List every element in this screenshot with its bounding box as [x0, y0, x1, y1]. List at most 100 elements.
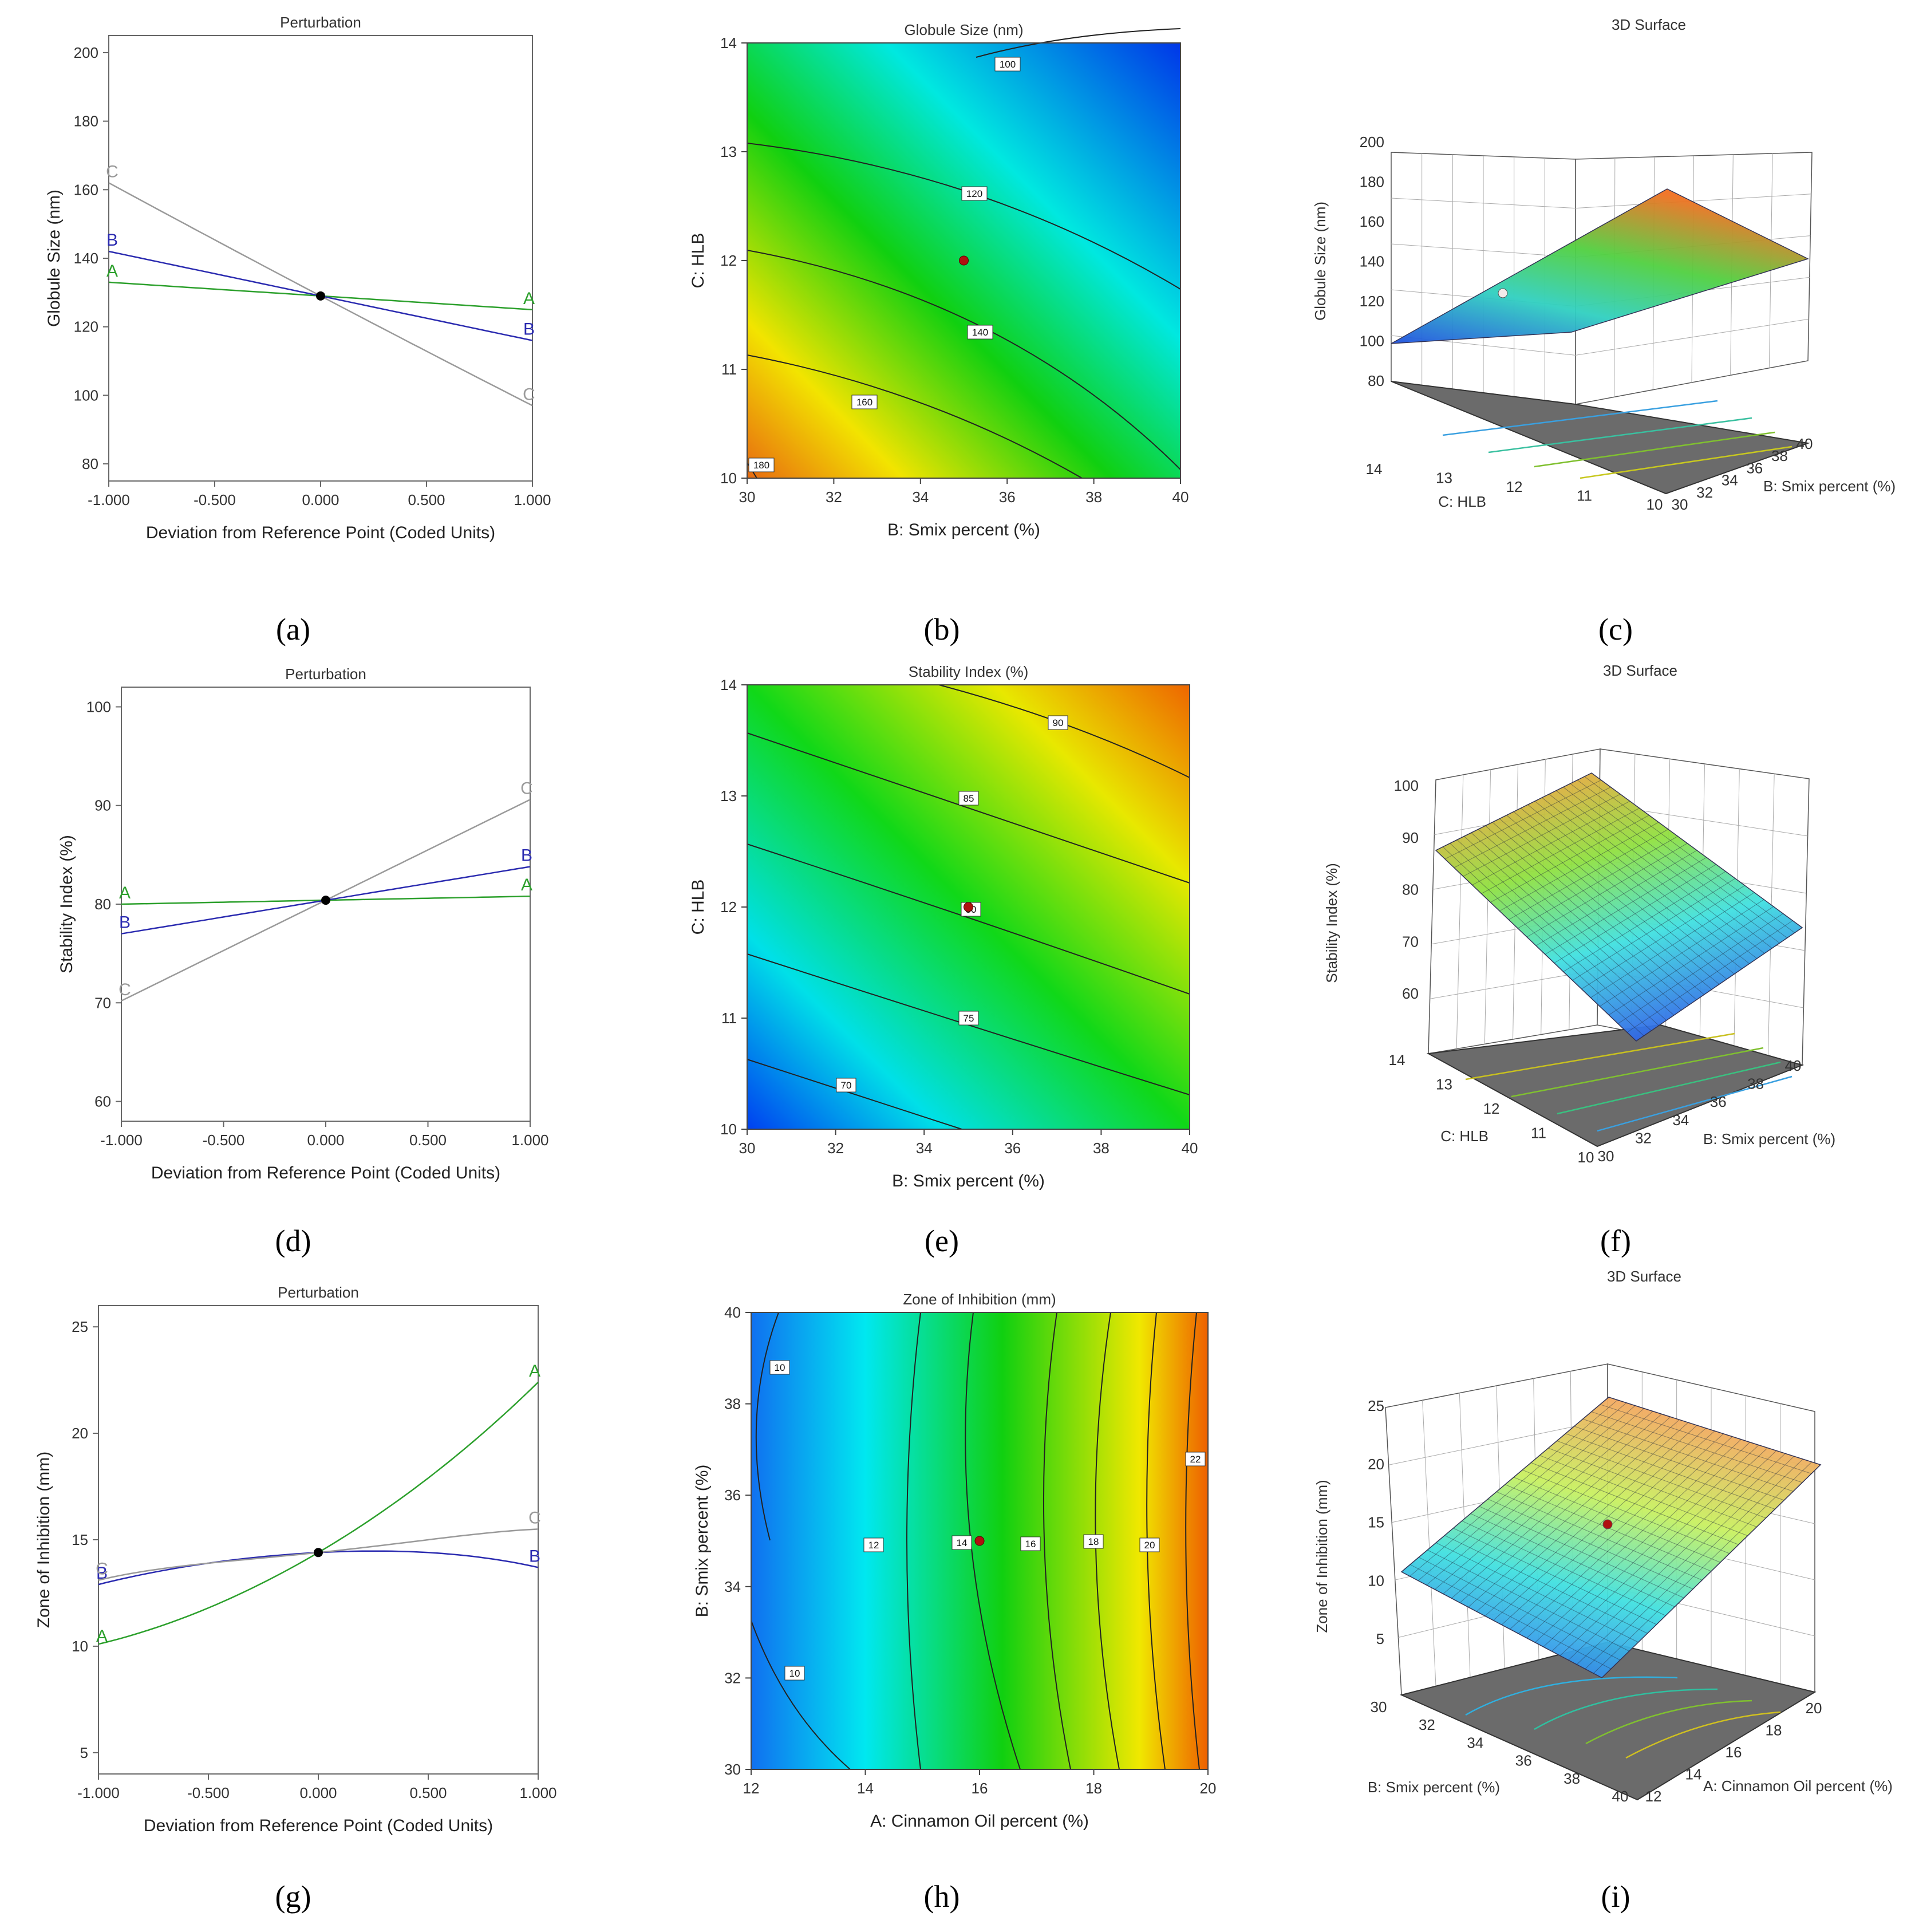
x-tick-label: -1.000	[88, 491, 130, 508]
surface-mesh-line	[1585, 1458, 1803, 1669]
x-tick-label: 16	[972, 1780, 988, 1797]
chart-title: Stability Index (%)	[909, 663, 1029, 680]
contour-line	[747, 354, 1083, 479]
response-surface	[1391, 188, 1810, 344]
floor-plane	[1399, 1641, 1817, 1801]
surface-mesh-line	[1436, 1542, 1638, 1643]
surface-mesh-line	[1568, 1453, 1786, 1661]
design-point	[1602, 1519, 1613, 1529]
x-tick-label: 1.000	[514, 491, 551, 508]
contour-label: 90	[1053, 717, 1064, 728]
y-tick-label: 14	[720, 34, 737, 52]
x-tick-label: 0.000	[307, 1131, 344, 1149]
y-tick-label: 13	[1436, 1076, 1452, 1093]
surface-mesh-line	[1470, 1513, 1675, 1607]
x-axis-label: B: Smix percent (%)	[892, 1172, 1045, 1190]
surface-mesh-line	[1590, 892, 1755, 998]
surface-mesh-line	[1506, 815, 1712, 990]
surface-mesh-line	[1463, 794, 1621, 877]
plot-frame	[108, 35, 533, 482]
y-tick-label: 34	[724, 1578, 741, 1595]
response-surface	[1400, 1397, 1822, 1678]
x-axis-label: Deviation from Reference Point (Coded Un…	[151, 1164, 500, 1182]
y-tick-label: 100	[86, 698, 111, 715]
x-tick-label: 36	[1710, 1093, 1727, 1110]
x-tick-label: -0.500	[203, 1131, 245, 1149]
chart-title: 3D Surface	[1603, 662, 1677, 679]
floor-contour-line	[1597, 1075, 1792, 1132]
contour-label: 180	[753, 460, 769, 471]
contour-label-box	[863, 1537, 884, 1552]
z-tick-label: 80	[1368, 372, 1384, 389]
contour-line	[938, 684, 1190, 778]
surface-mesh-line	[1557, 1440, 1766, 1519]
surface-mesh-line	[1464, 836, 1667, 1021]
surface-mesh-line	[1608, 906, 1774, 1016]
surface-mesh-line	[1531, 1462, 1739, 1545]
contour-label: 12	[868, 1540, 879, 1551]
panel-label-a: (a)	[276, 612, 310, 646]
surface-mesh-line	[1626, 920, 1793, 1033]
y-axis-label: Stability Index (%)	[57, 835, 76, 973]
contour-label-box	[836, 1078, 856, 1093]
z-tick-label: 80	[1402, 881, 1419, 898]
surface-mesh-line	[1499, 822, 1659, 912]
contour-line	[755, 1312, 779, 1541]
x-tick-label: 0.500	[409, 1131, 447, 1149]
surface-mesh-line	[1545, 857, 1707, 955]
panel-label-i: (i)	[1601, 1879, 1630, 1914]
floor-contour-line	[1488, 417, 1752, 454]
design-point	[964, 902, 973, 912]
surface-mesh-line	[1479, 1506, 1684, 1598]
panel-label-text: (f)	[1600, 1224, 1631, 1258]
surface-mesh-line	[1551, 1448, 1768, 1652]
floor-contour-line	[1465, 1676, 1678, 1716]
series-label-right-A: A	[523, 289, 535, 308]
contour-label: 10	[789, 1668, 800, 1679]
chart-title: Perturbation	[278, 1284, 359, 1301]
series-label-left-A: A	[106, 262, 118, 281]
chart-title: Perturbation	[285, 665, 366, 683]
floor-plane	[1426, 1024, 1805, 1148]
x-tick-label: 0.000	[302, 491, 339, 508]
y-tick-label: 10	[720, 1121, 737, 1138]
y-tick-label: 140	[74, 250, 98, 267]
series-label-right-C: C	[520, 779, 533, 798]
x-axis-label: Deviation from Reference Point (Coded Un…	[146, 523, 495, 542]
y-axis-label: C: HLB	[1440, 1127, 1488, 1145]
contour-chart-b: 100 120 140 160 180 Globule Size (nm) 30 32 34 36…	[689, 21, 1189, 539]
surface-mesh-line	[1563, 787, 1772, 949]
contour-label-box	[769, 1360, 790, 1375]
x-axis-label: A: Cinnamon Oil percent (%)	[870, 1812, 1089, 1831]
z-tick-label: 160	[1360, 213, 1384, 230]
surface-mesh-line	[1418, 1557, 1621, 1661]
y-tick-label: 10	[72, 1638, 88, 1655]
surface-mesh-line	[1492, 822, 1697, 1000]
x-tick-label: 30	[739, 488, 756, 506]
design-point	[959, 255, 969, 266]
y-tick-label: 40	[724, 1304, 741, 1321]
y-tick-label: 34	[1467, 1734, 1483, 1751]
wall-grid-line	[1391, 243, 1576, 258]
series-label-right-A: A	[521, 876, 532, 894]
z-axis-label: Stability Index (%)	[1323, 863, 1340, 983]
contour-label-box	[748, 458, 775, 472]
surface-chart-i: 3D Surface 5 10 15 20 25 Zone of Inhibition (m…	[1313, 1268, 1893, 1805]
wall-grid-line	[1422, 1400, 1436, 1686]
wall-grid-line	[1575, 194, 1811, 209]
surface-mesh-line	[1522, 1469, 1730, 1554]
surface-mesh-line	[1559, 1450, 1777, 1656]
y-tick-label: 10	[720, 470, 737, 487]
surface-mesh-line	[1526, 1439, 1742, 1638]
y-tick-label: 15	[72, 1531, 88, 1548]
floor-contour-line	[1585, 1700, 1752, 1745]
x-tick-label: 1.000	[511, 1131, 548, 1149]
surface-mesh-line	[1600, 1404, 1812, 1474]
x-tick-label: 34	[1722, 472, 1738, 489]
panel-label-g: (g)	[275, 1879, 311, 1914]
y-tick-label: 14	[720, 676, 737, 693]
panel-label-text: (b)	[924, 612, 960, 646]
surface-mesh-line	[1517, 836, 1678, 929]
contour-line	[751, 1620, 851, 1770]
surface-mesh-line	[1584, 776, 1795, 933]
